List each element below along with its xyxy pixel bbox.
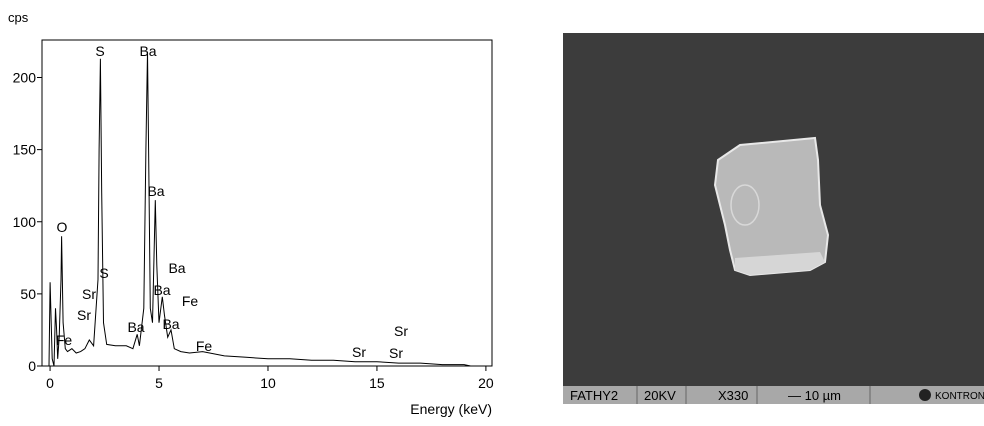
peak-label: Ba bbox=[127, 319, 144, 335]
x-axis-label: Energy (keV) bbox=[410, 401, 492, 417]
crystal-edge bbox=[735, 252, 825, 275]
y-axis-label: cps bbox=[8, 10, 29, 25]
peak-label: Fe bbox=[196, 338, 213, 354]
peak-label: S bbox=[95, 43, 104, 59]
x-tick-label: 0 bbox=[46, 375, 54, 391]
sample-label: FATHY2 bbox=[570, 388, 618, 403]
peak-label: Fe bbox=[56, 332, 73, 348]
peak-label: Ba bbox=[162, 316, 179, 332]
info-bar bbox=[563, 386, 984, 404]
peak-label: Sr bbox=[77, 307, 91, 323]
peak-label: Sr bbox=[389, 345, 403, 361]
peak-label: S bbox=[99, 265, 108, 281]
peak-label: Ba bbox=[153, 282, 170, 298]
x-tick-label: 10 bbox=[260, 375, 276, 391]
peak-label: Fe bbox=[182, 293, 199, 309]
peak-label: Ba bbox=[168, 260, 185, 276]
peak-label: Ba bbox=[147, 183, 164, 199]
y-tick-label: 100 bbox=[13, 214, 37, 230]
logo bbox=[919, 389, 931, 401]
y-tick-label: 0 bbox=[28, 358, 36, 374]
x-tick-label: 20 bbox=[478, 375, 494, 391]
peak-label: Ba bbox=[139, 43, 156, 59]
plot-frame bbox=[41, 39, 493, 367]
peak-label: O bbox=[57, 219, 68, 235]
x-tick-label: 15 bbox=[369, 375, 385, 391]
y-tick-label: 200 bbox=[13, 70, 37, 86]
micrograph: FATHY2 20KV X330 — 10 µm KONTRON bbox=[563, 33, 984, 404]
voltage-label: 20KV bbox=[644, 388, 676, 403]
scale-label: — 10 µm bbox=[788, 388, 841, 403]
magnification-label: X330 bbox=[718, 388, 748, 403]
spectrum-line bbox=[48, 51, 471, 367]
crystal-feature bbox=[730, 184, 760, 226]
x-tick-label: 5 bbox=[155, 375, 163, 391]
y-tick-label: 50 bbox=[20, 286, 36, 302]
peak-label: Sr bbox=[82, 286, 96, 302]
y-tick-label: 150 bbox=[13, 142, 37, 158]
peak-label: Sr bbox=[352, 344, 366, 360]
brand-label: KONTRON bbox=[935, 391, 984, 402]
peak-label: Sr bbox=[394, 323, 408, 339]
